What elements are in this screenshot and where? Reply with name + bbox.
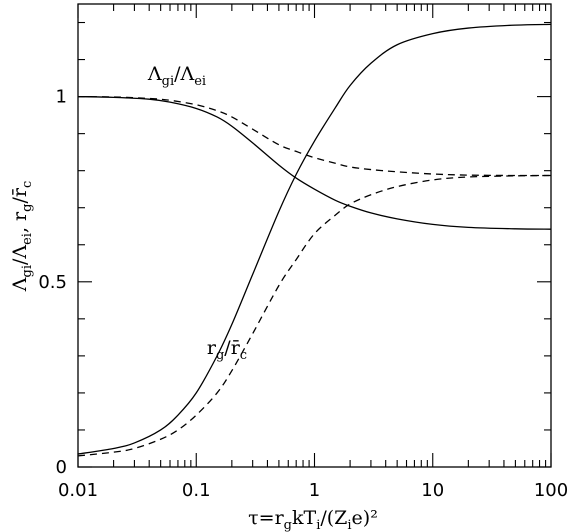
tick-labels: 0.01 0.1 1 10 100 0 0.5 1 [38, 87, 568, 501]
series-lambda-solid [77, 95, 552, 230]
series-r-solid [77, 23, 552, 455]
curves [77, 23, 552, 457]
series-r-dashed [77, 174, 552, 457]
y-tick-label: 1 [56, 87, 67, 108]
y-tick-label: 0.5 [38, 272, 67, 293]
annotation-radius-ratio: rg/r̄c [207, 337, 247, 363]
annotation-lambda-ratio: Λgi/Λei [147, 63, 206, 89]
x-tick-label: 100 [534, 480, 568, 501]
x-tick-label: 0.01 [58, 480, 98, 501]
series-lambda-dashed [77, 95, 552, 177]
x-tick-label: 10 [421, 480, 444, 501]
y-axis-label: Λgi/Λei, rg/r̄c [9, 181, 35, 292]
y-tick-label: 0 [56, 457, 67, 478]
x-tick-label: 1 [309, 480, 320, 501]
x-tick-label: 0.1 [182, 480, 211, 501]
x-axis-label: τ=rgkTi/(Zie)² [248, 507, 378, 532]
